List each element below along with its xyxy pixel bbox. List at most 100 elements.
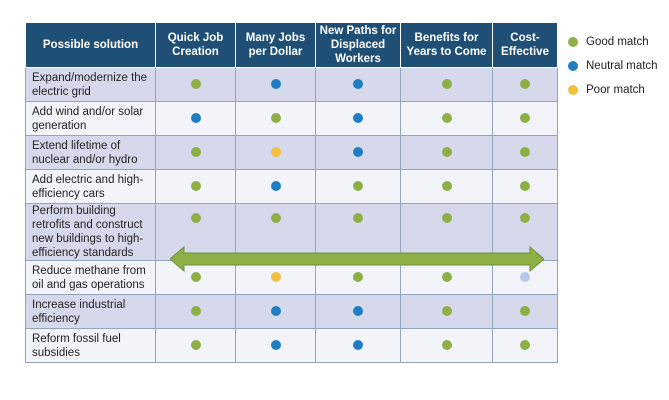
header-quick-job-creation: Quick Job Creation — [155, 22, 236, 68]
rating-cell — [315, 101, 401, 136]
rating-cell — [492, 203, 558, 261]
table-row: Extend lifetime of nuclear and/or hydro — [25, 135, 558, 170]
table-row: Add electric and high-efficiency cars — [25, 169, 558, 204]
rating-cell — [315, 260, 401, 295]
rating-dot-neutral — [270, 306, 281, 317]
header-new-paths-displaced-workers: New Paths for Displaced Workers — [315, 22, 401, 68]
rating-dot-good — [520, 147, 530, 158]
rating-dot-neutral — [353, 340, 363, 351]
solution-label: Reform fossil fuel subsidies — [25, 328, 156, 363]
matrix-body: Expand/modernize the electric grid Add wi… — [25, 67, 558, 363]
rating-cell — [155, 135, 236, 170]
legend-dot-good — [568, 37, 578, 47]
rating-dot-good — [190, 181, 201, 192]
rating-dot-good — [353, 181, 363, 192]
rating-cell — [400, 328, 493, 363]
solution-label: Extend lifetime of nuclear and/or hydro — [25, 135, 156, 170]
solution-label: Reduce methane from oil and gas operatio… — [25, 260, 156, 295]
rating-cell — [155, 294, 236, 329]
legend-dot-poor — [568, 85, 578, 95]
table-row: Increase industrial efficiency — [25, 294, 558, 329]
rating-dot-good — [441, 212, 452, 223]
rating-cell — [235, 169, 316, 204]
rating-dot-good — [441, 306, 452, 317]
rating-cell — [315, 328, 401, 363]
table-row: Perform building retrofits and construct… — [25, 203, 558, 261]
rating-cell — [155, 203, 236, 261]
rating-dot-good — [270, 212, 281, 223]
rating-dot-good — [190, 212, 201, 223]
header-cost-effective: Cost-Effective — [492, 22, 558, 68]
solution-label: Add wind and/or solar generation — [25, 101, 156, 136]
rating-cell — [492, 135, 558, 170]
rating-cell — [155, 260, 236, 295]
rating-cell — [155, 67, 236, 102]
rating-cell — [235, 135, 316, 170]
rating-cell — [400, 101, 493, 136]
rating-dot-good — [353, 212, 363, 223]
rating-cell — [315, 203, 401, 261]
rating-cell — [400, 135, 493, 170]
rating-dot-good — [190, 147, 201, 158]
legend-label: Good match — [586, 36, 649, 48]
rating-cell — [315, 67, 401, 102]
rating-cell — [400, 260, 493, 295]
rating-dot-good — [190, 79, 201, 90]
table-row: Add wind and/or solar generation — [25, 101, 558, 136]
rating-cell — [315, 294, 401, 329]
rating-dot-good — [353, 272, 363, 283]
rating-cell — [492, 328, 558, 363]
rating-dot-neutral — [190, 113, 201, 124]
rating-cell — [492, 169, 558, 204]
table-row: Reform fossil fuel subsidies — [25, 328, 558, 363]
rating-cell — [492, 294, 558, 329]
rating-dot-good — [520, 306, 530, 317]
rating-cell — [155, 101, 236, 136]
rating-dot-good — [520, 79, 530, 90]
rating-dot-good — [441, 340, 452, 351]
table-row: Reduce methane from oil and gas operatio… — [25, 260, 558, 295]
rating-dot-good — [441, 113, 452, 124]
rating-cell — [235, 328, 316, 363]
rating-cell — [155, 328, 236, 363]
legend-label: Neutral match — [586, 60, 658, 72]
rating-cell — [400, 67, 493, 102]
rating-dot-good — [441, 147, 452, 158]
rating-dot-good — [190, 340, 201, 351]
rating-dot-good — [441, 272, 452, 283]
rating-cell — [235, 101, 316, 136]
rating-dot-neutral — [353, 306, 363, 317]
header-possible-solution: Possible solution — [25, 22, 156, 68]
rating-dot-poor — [270, 147, 281, 158]
rating-cell — [492, 260, 558, 295]
rating-cell — [400, 294, 493, 329]
header-many-jobs-per-dollar: Many Jobs per Dollar — [235, 22, 316, 68]
rating-dot-good — [441, 181, 452, 192]
legend-item-good: Good match — [568, 35, 658, 49]
rating-dot-neutral — [270, 79, 281, 90]
rating-dot-neutral — [353, 79, 363, 90]
header-row: Possible solution Quick Job Creation Man… — [25, 22, 558, 68]
rating-cell — [315, 169, 401, 204]
rating-dot-good — [520, 113, 530, 124]
rating-cell — [315, 135, 401, 170]
rating-cell — [235, 67, 316, 102]
rating-dot-good — [441, 79, 452, 90]
rating-dot-good — [520, 212, 530, 223]
rating-cell — [492, 101, 558, 136]
rating-dot-good — [190, 272, 201, 283]
solution-label: Increase industrial efficiency — [25, 294, 156, 329]
header-benefits-years-to-come: Benefits for Years to Come — [400, 22, 493, 68]
solution-label: Perform building retrofits and construct… — [25, 203, 156, 261]
rating-dot-neutral — [353, 113, 363, 124]
rating-dot-good — [270, 113, 281, 124]
solution-label: Add electric and high-efficiency cars — [25, 169, 156, 204]
rating-cell — [492, 67, 558, 102]
rating-dot-good — [520, 181, 530, 192]
legend-item-neutral: Neutral match — [568, 59, 658, 73]
rating-cell — [235, 203, 316, 261]
rating-cell — [400, 203, 493, 261]
legend-item-poor: Poor match — [568, 83, 658, 97]
rating-dot-poor — [270, 272, 281, 283]
rating-cell — [235, 260, 316, 295]
